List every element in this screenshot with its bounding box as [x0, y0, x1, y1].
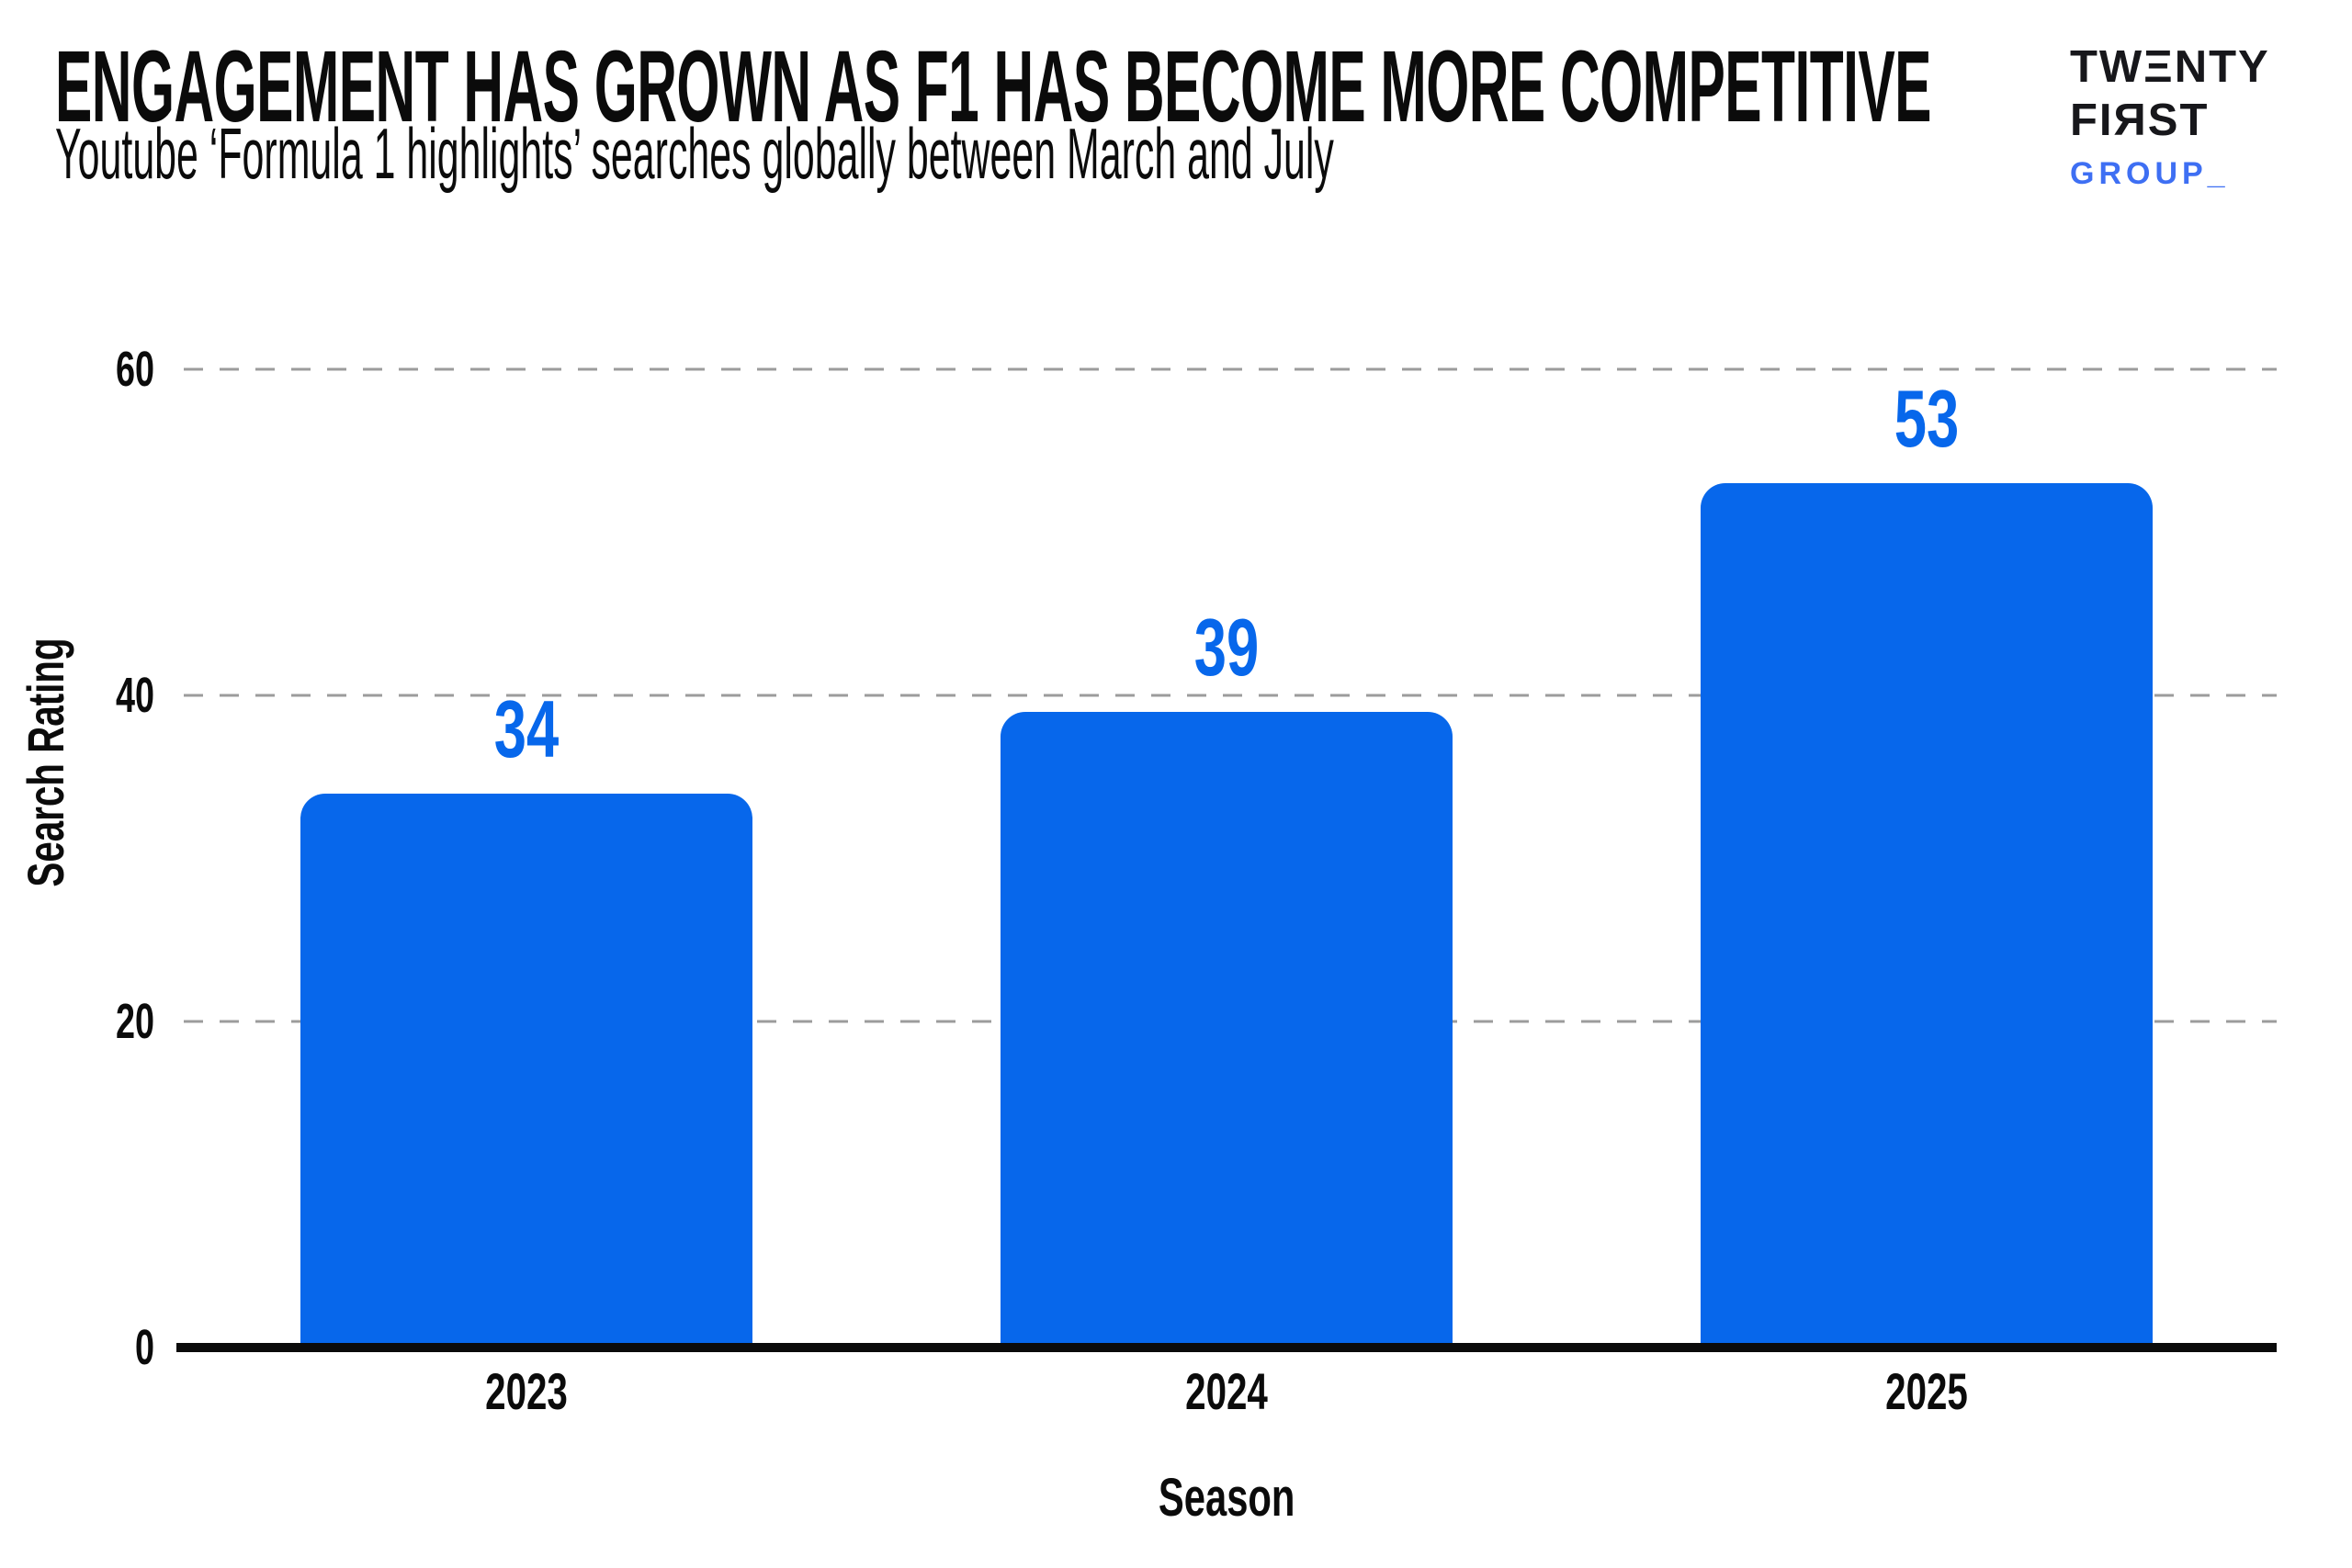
- x-tick-label-2023: 2023: [485, 1362, 568, 1420]
- bar-group-2023: 34: [176, 369, 876, 1348]
- x-tick-label-2025: 2025: [1885, 1362, 1968, 1420]
- x-axis-title-text: Season: [1158, 1468, 1295, 1528]
- bar-value-label: 53: [1894, 373, 1960, 465]
- x-tick-label-2024: 2024: [1185, 1362, 1268, 1420]
- x-axis-title: Season: [176, 1472, 2277, 1525]
- x-tick-labels: 2023 2024 2025: [176, 1366, 2277, 1417]
- logo-word-twenty: TWΞNTY: [2070, 42, 2270, 92]
- logo-word-first: FIЯST: [2070, 96, 2210, 145]
- logo-word-group: GROUP_: [2070, 156, 2230, 191]
- chart-subtitle: Youtube ‘Formula 1 highlights’ searches …: [55, 113, 1334, 194]
- gridline-60: [184, 367, 2277, 371]
- bar-group-2025: 53: [1577, 369, 2277, 1348]
- y-tick-label-60: 60: [115, 342, 154, 397]
- bar-value-label: 39: [1193, 601, 1260, 693]
- bar-value-label: 34: [493, 682, 560, 774]
- y-tick-label-0: 0: [134, 1320, 154, 1375]
- y-tick-label-20: 20: [115, 994, 154, 1049]
- bar-2025: [1701, 483, 2153, 1348]
- gridline-40: [184, 694, 2277, 697]
- y-axis-title: Search Rating: [17, 637, 74, 887]
- bar-2024: [1001, 711, 1453, 1348]
- twenty-first-group-logo: TWΞNTY FIЯST GROUP_: [2070, 40, 2270, 189]
- chart-title: ENGAGEMENT HAS GROWN AS F1 HAS BECOME MO…: [55, 30, 1932, 143]
- bar-group-2024: 39: [876, 369, 1577, 1348]
- plot-area: 34 39 53 0 20 40 60: [116, 344, 2277, 1372]
- x-axis-line: [176, 1343, 2277, 1352]
- bar-2023: [300, 793, 752, 1348]
- bars: 34 39 53: [176, 369, 2277, 1348]
- y-tick-label-40: 40: [115, 668, 154, 723]
